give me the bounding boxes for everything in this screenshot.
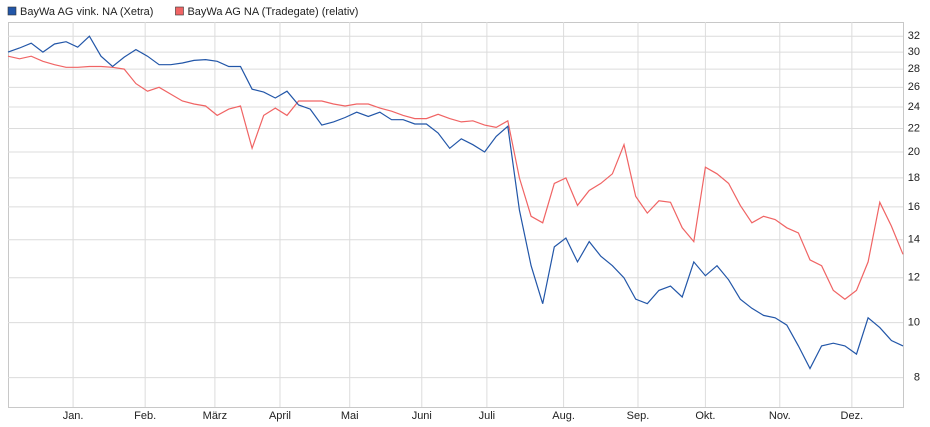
legend-label: BayWa AG vink. NA (Xetra) xyxy=(20,6,153,18)
x-tick-label: April xyxy=(269,410,291,422)
legend-swatch xyxy=(175,6,184,16)
x-tick-label: Nov. xyxy=(769,410,791,422)
legend-label: BayWa AG NA (Tradegate) (relativ) xyxy=(187,6,358,18)
y-tick-label: 24 xyxy=(908,101,920,113)
y-tick-label: 8 xyxy=(914,372,920,384)
series-line xyxy=(7,55,904,300)
y-tick-label: 14 xyxy=(908,234,920,246)
y-tick-label: 16 xyxy=(908,201,920,213)
x-tick-label: Dez. xyxy=(841,410,864,422)
y-tick-label: 18 xyxy=(908,172,920,184)
y-tick-label: 12 xyxy=(908,272,920,284)
legend-swatch xyxy=(7,6,17,16)
x-tick-label: Juni xyxy=(412,410,432,422)
x-tick-label: Sep. xyxy=(627,410,650,422)
series-line xyxy=(7,35,904,370)
y-tick-label: 30 xyxy=(908,46,920,58)
y-tick-label: 22 xyxy=(908,122,920,134)
y-tick-label: 10 xyxy=(908,317,920,329)
x-tick-label: Juli xyxy=(479,410,496,422)
x-tick-label: Jan. xyxy=(63,410,84,422)
x-tick-label: März xyxy=(203,410,227,422)
y-tick-label: 20 xyxy=(908,146,920,158)
y-tick-label: 28 xyxy=(908,63,920,75)
x-tick-label: Okt. xyxy=(695,410,715,422)
x-tick-label: Mai xyxy=(341,410,359,422)
x-tick-label: Aug. xyxy=(552,410,575,422)
y-tick-label: 26 xyxy=(908,81,920,93)
y-tick-label: 32 xyxy=(908,30,920,42)
x-tick-label: Feb. xyxy=(134,410,156,422)
plot-frame xyxy=(8,22,904,408)
